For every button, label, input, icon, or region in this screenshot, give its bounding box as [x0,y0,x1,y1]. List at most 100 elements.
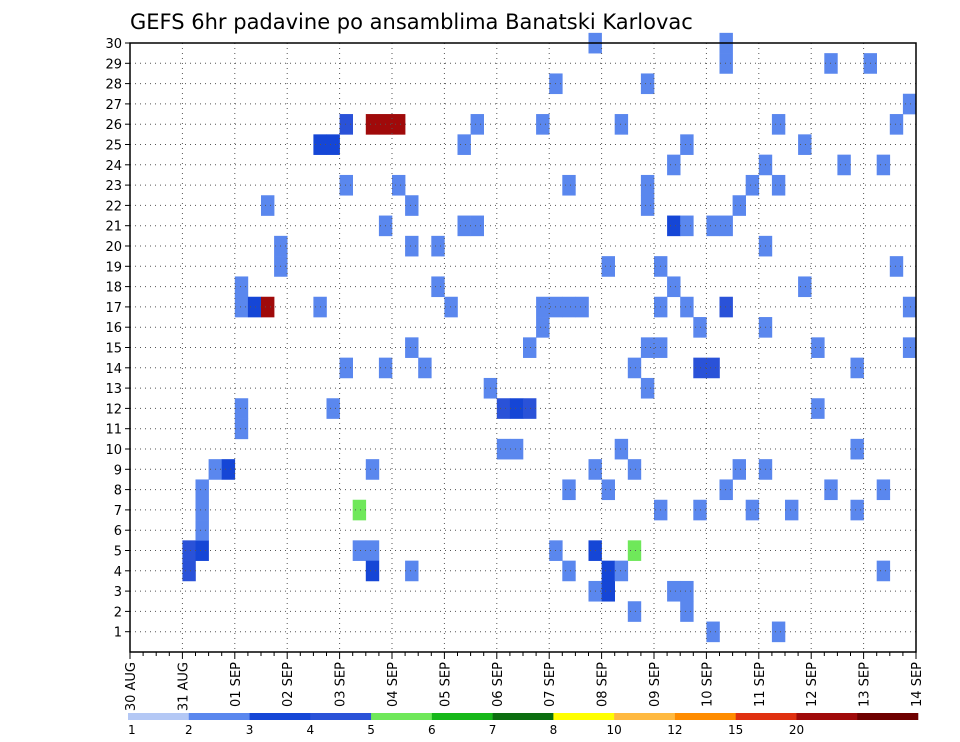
y-tick-label: 29 [105,57,122,72]
heatmap-cell [339,357,353,379]
heatmap-cell [719,215,733,237]
y-tick-label: 19 [105,260,122,275]
heatmap-cell [221,459,236,480]
x-tick-label: 09 SEP [648,662,663,707]
heatmap-cell [614,560,629,582]
colorbar: 1 2 3 4 5 6 7 8 10 12 15 20 [128,713,919,737]
cells-layer [182,32,917,643]
heatmap-cell [392,174,406,196]
heatmap-cell [365,560,380,582]
heatmap-cell [339,174,353,196]
heatmap-cell [562,560,576,582]
heatmap-cell [640,337,655,358]
heatmap-cell [667,154,681,176]
heatmap-cell [667,580,681,602]
colorbar-label: 20 [789,723,804,737]
x-tick-label: 03 SEP [334,662,349,707]
y-tick-label: 26 [105,118,122,133]
heatmap-cell [509,398,524,419]
colorbar-swatch [310,713,372,720]
y-tick-label: 23 [105,179,122,194]
colorbar-swatch [249,713,311,720]
y-tick-label: 20 [105,240,122,255]
y-tick-label: 8 [114,484,122,499]
x-tick-label: 31 AUG [176,662,191,711]
heatmap-cell [706,215,720,237]
heatmap-cell [365,114,380,135]
heatmap-cell [902,337,917,358]
heatmap-cell [614,114,629,135]
heatmap-cell [667,276,681,298]
chart-title: GEFS 6hr padavine po ansamblima Banatski… [130,10,693,34]
colorbar-swatch [492,713,554,720]
heatmap-cell [326,134,340,155]
heatmap-cell [680,296,694,318]
heatmap-cell [195,520,209,541]
heatmap-cell [902,93,917,115]
heatmap-cell [680,134,694,155]
heatmap-cell [457,134,471,155]
heatmap-cell [431,235,445,257]
y-tick-label: 17 [105,301,122,316]
x-axis: 30 AUG 31 AUG 01 SEP 02 SEP 03 SEP 04 SEP 05 S… [124,652,925,711]
colorbar-swatch [188,713,250,720]
heatmap-cell [745,499,760,521]
colorbar-swatch [735,713,797,720]
heatmap-cell [640,195,655,216]
colorbar-label: 7 [489,723,497,737]
heatmap-cell [601,560,615,582]
colorbar-label: 1 [128,723,136,737]
heatmap-cell [247,296,262,318]
colorbar-label: 12 [667,723,682,737]
heatmap-cell [195,540,209,561]
y-axis: 1234567891011121314151617181920212223242… [105,37,130,641]
heatmap-cell [234,398,249,419]
heatmap-cell [798,276,812,298]
heatmap-cell [234,296,249,318]
heatmap-cell [444,296,458,318]
heatmap-cell [889,256,904,277]
heatmap-cell [745,174,760,196]
heatmap-cell [523,398,537,419]
colorbar-swatch [371,713,433,720]
heatmap-cell [234,276,249,298]
heatmap-cell [627,601,642,622]
colorbar-swatch [857,713,919,720]
heatmap-cell [614,438,629,460]
x-tick-label: 30 AUG [124,662,139,711]
heatmap-cell [601,256,615,277]
heatmap-cell [850,357,864,379]
heatmap-cell [706,357,720,379]
colorbar-label: 2 [185,723,193,737]
heatmap-cell [562,174,576,196]
colorbar-swatch [128,713,190,720]
heatmap-cell [680,215,694,237]
heatmap-cell [562,296,576,318]
colorbar-label: 10 [607,723,622,737]
y-tick-label: 21 [105,220,122,235]
heatmap-cell [680,601,694,622]
heatmap-cell [771,114,786,135]
heatmap-cell [418,357,432,379]
x-tick-label: 07 SEP [543,662,558,707]
heatmap-cell [470,215,484,237]
x-tick-label: 08 SEP [596,662,611,707]
heatmap-cell [601,580,615,602]
colorbar-swatch [614,713,676,720]
y-tick-label: 15 [105,342,122,357]
colorbar-label: 6 [428,723,436,737]
y-tick-label: 22 [105,199,122,214]
heatmap-cell [536,296,550,318]
heatmap-cell [195,499,209,521]
y-tick-label: 4 [114,565,122,580]
heatmap-cell [562,479,576,501]
heatmap-cell [732,195,746,216]
x-tick-label: 06 SEP [491,662,506,707]
y-tick-label: 16 [105,321,122,336]
x-tick-label: 02 SEP [281,662,296,707]
x-tick-label: 10 SEP [700,662,715,707]
heatmap-cell [640,174,655,196]
heatmap-cell [509,438,524,460]
heatmap-cell [627,459,642,480]
heatmap-cell [365,459,380,480]
